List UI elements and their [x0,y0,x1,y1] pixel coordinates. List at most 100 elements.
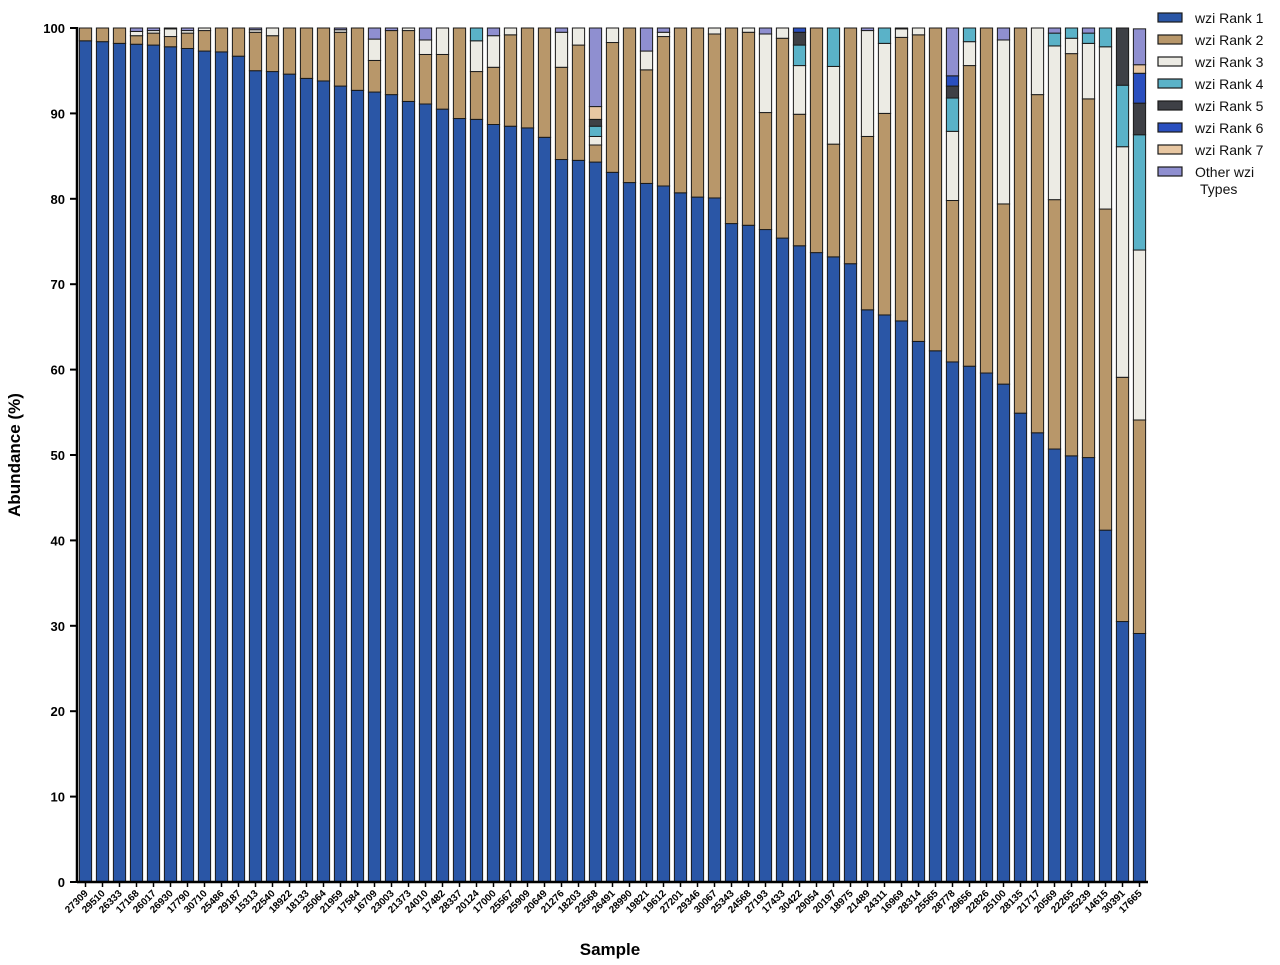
bar-stack-30067 [707,27,722,883]
bar-segment-17433-rank-3 [775,27,790,39]
bar-segment-24311-rank-3 [877,42,892,114]
bar-segment-21276-rank-3 [554,31,569,68]
bar-segment-17168-rank-1 [129,43,144,883]
legend-item-3: wzi Rank 3 [1157,54,1264,70]
bar-segment-20197-rank-3 [826,65,841,145]
bar-segment-16969-rank-8 [894,27,909,30]
bar-stack-27309 [78,27,93,883]
bar-segment-25239-rank-3 [1081,42,1096,100]
bar-segment-20124-rank-4 [469,27,484,42]
bar-segment-21717-rank-2 [1030,94,1045,434]
bar-segment-23568-rank-7 [588,106,603,120]
bar-segment-24568-rank-2 [741,31,756,226]
bar-segment-28990-rank-1 [622,182,637,883]
legend-swatch-4 [1157,78,1183,89]
legend-swatch-3 [1157,56,1183,67]
bar-stack-25064 [316,27,331,883]
y-tick-label-30: 30 [51,619,65,634]
bar-segment-28778-rank-2 [945,200,960,363]
bar-segment-25100-rank-8 [996,27,1011,41]
bar-segment-20124-rank-3 [469,40,484,73]
legend-label-8: Other wzi Types [1195,164,1254,197]
legend-item-6: wzi Rank 6 [1157,120,1264,136]
bar-segment-21959-rank-2 [333,31,348,87]
bar-segment-15313-rank-8 [248,27,263,31]
bar-stack-20197 [826,27,841,883]
bar-segment-14615-rank-3 [1098,46,1113,210]
bar-segment-28135-rank-2 [1013,27,1028,414]
bar-segment-28314-rank-2 [911,34,926,342]
bar-segment-18133-rank-2 [299,27,314,79]
bar-stack-28314 [911,27,926,883]
bar-segment-29656-rank-4 [962,27,977,43]
bar-stack-26930 [163,27,178,883]
bar-segment-18133-rank-1 [299,77,314,883]
bar-segment-22265-rank-1 [1064,455,1079,883]
bar-segment-30067-rank-3 [707,27,722,35]
bar-segment-30422-rank-6 [792,27,807,33]
bar-segment-22826-rank-1 [979,372,994,883]
bar-segment-19821-rank-3 [639,50,654,71]
bar-segment-20197-rank-4 [826,27,841,67]
bar-stack-17000 [486,27,501,883]
bar-segment-29346-rank-2 [690,27,705,198]
bar-segment-25486-rank-1 [214,51,229,883]
bar-segment-23003-rank-2 [384,30,399,96]
bar-segment-21276-rank-2 [554,66,569,161]
bar-segment-25909-rank-1 [520,127,535,883]
bar-segment-20124-rank-1 [469,118,484,883]
bar-segment-17000-rank-3 [486,35,501,68]
bar-stack-22540 [265,27,280,883]
bar-segment-25100-rank-2 [996,203,1011,385]
bar-segment-25565-rank-1 [928,350,943,883]
bar-segment-26333-rank-2 [112,27,127,44]
y-tick-label-20: 20 [51,704,65,719]
bar-segment-29187-rank-1 [231,55,246,883]
bar-segment-19821-rank-8 [639,27,654,52]
bar-segment-26491-rank-3 [605,27,620,44]
bar-stack-18922 [282,27,297,883]
bar-segment-18975-rank-2 [843,27,858,265]
y-tick-label-90: 90 [51,106,65,121]
bar-stack-15313 [248,27,263,883]
legend-item-5: wzi Rank 5 [1157,98,1264,114]
bar-stack-29346 [690,27,705,883]
bar-segment-21276-rank-8 [554,27,569,33]
bar-stack-16709 [367,27,382,883]
bar-segment-29656-rank-3 [962,41,977,67]
bar-segment-26017-rank-2 [146,32,161,46]
bar-segment-21959-rank-8 [333,27,348,31]
bar-stack-20569 [1047,27,1062,883]
y-tick-label-100: 100 [43,21,65,36]
bar-segment-19821-rank-2 [639,69,654,184]
legend-label-5: wzi Rank 5 [1194,98,1264,114]
bar-segment-17168-rank-8 [129,27,144,32]
bar-segment-30391-rank-1 [1115,621,1130,883]
bar-segment-23568-rank-5 [588,118,603,127]
bar-stack-25343 [724,27,739,883]
legend-swatch-2 [1157,34,1183,45]
bar-segment-20197-rank-2 [826,143,841,258]
bar-segment-27309-rank-1 [78,40,93,883]
bar-segment-18922-rank-2 [282,27,297,75]
bar-segment-28990-rank-2 [622,27,637,184]
bar-stack-29054 [809,27,824,883]
bar-segment-21959-rank-1 [333,85,348,883]
legend-label-4: wzi Rank 4 [1194,76,1264,92]
bar-segment-27309-rank-2 [78,27,93,42]
bar-stack-17584 [350,27,365,883]
bar-segment-30391-rank-3 [1115,146,1130,378]
bar-segment-30422-rank-3 [792,65,807,115]
y-tick-label-0: 0 [58,875,65,890]
bar-segment-19612-rank-2 [656,36,671,187]
bar-segment-16709-rank-3 [367,38,382,61]
bar-segment-21489-rank-2 [860,135,875,311]
bar-segment-30422-rank-2 [792,113,807,247]
bar-stack-18133 [299,27,314,883]
bar-segment-28337-rank-1 [452,118,467,883]
bar-segment-26930-rank-1 [163,46,178,883]
bar-segment-16709-rank-8 [367,27,382,40]
bar-segment-29187-rank-2 [231,27,246,57]
bar-stack-22826 [979,27,994,883]
